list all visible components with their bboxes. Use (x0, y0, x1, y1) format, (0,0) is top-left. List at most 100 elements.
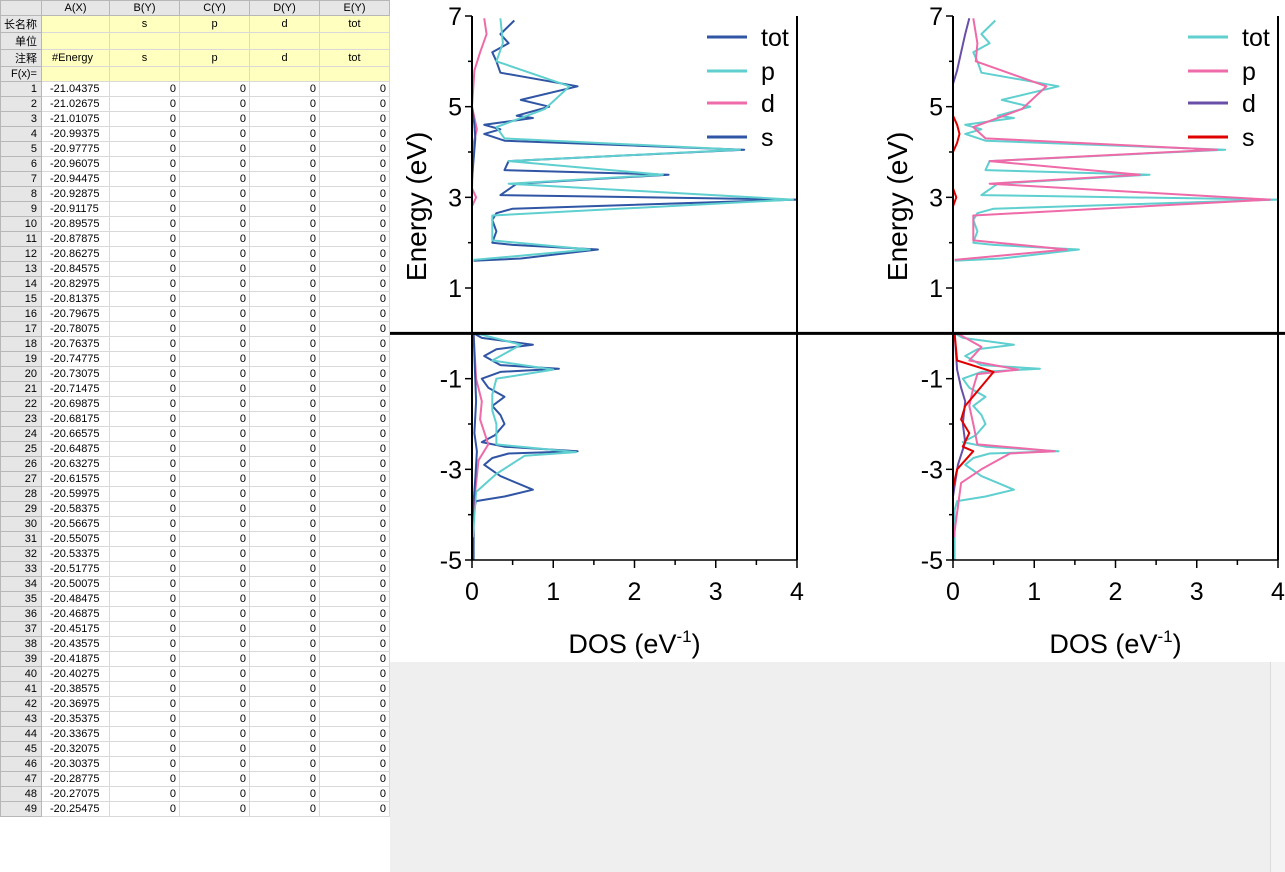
data-cell[interactable]: -20.89575 (41, 216, 110, 232)
data-cell[interactable]: 0 (179, 201, 250, 217)
data-cell[interactable]: 0 (109, 666, 180, 682)
row-header[interactable]: 13 (0, 261, 42, 277)
data-cell[interactable]: 0 (319, 291, 390, 307)
data-cell[interactable]: 0 (319, 696, 390, 712)
data-cell[interactable]: -20.28775 (41, 771, 110, 787)
row-header[interactable]: 47 (0, 771, 42, 787)
data-cell[interactable]: 0 (179, 696, 250, 712)
row-header[interactable]: 32 (0, 546, 42, 562)
data-cell[interactable]: 0 (249, 366, 320, 382)
data-cell[interactable]: 0 (249, 651, 320, 667)
meta-cell[interactable] (179, 66, 250, 82)
data-cell[interactable]: 0 (249, 111, 320, 127)
data-cell[interactable]: 0 (179, 336, 250, 352)
meta-cell[interactable] (179, 32, 250, 50)
data-cell[interactable]: 0 (109, 336, 180, 352)
data-cell[interactable]: -20.48475 (41, 591, 110, 607)
row-header[interactable]: 46 (0, 756, 42, 772)
row-header[interactable]: 19 (0, 351, 42, 367)
data-cell[interactable]: -20.35375 (41, 711, 110, 727)
row-header[interactable]: 24 (0, 426, 42, 442)
row-header[interactable]: 49 (0, 801, 42, 817)
data-cell[interactable]: 0 (109, 126, 180, 142)
row-header[interactable]: 1 (0, 81, 42, 97)
data-cell[interactable]: 0 (319, 171, 390, 187)
row-header[interactable]: 6 (0, 156, 42, 172)
data-cell[interactable]: 0 (319, 681, 390, 697)
data-cell[interactable]: 0 (319, 366, 390, 382)
data-cell[interactable]: -20.41875 (41, 651, 110, 667)
row-header[interactable]: 45 (0, 741, 42, 757)
data-cell[interactable]: 0 (319, 396, 390, 412)
meta-row-label[interactable]: 单位 (0, 32, 42, 50)
data-cell[interactable]: 0 (179, 291, 250, 307)
row-header[interactable]: 14 (0, 276, 42, 292)
data-cell[interactable]: 0 (249, 486, 320, 502)
row-header[interactable]: 18 (0, 336, 42, 352)
data-cell[interactable]: 0 (319, 726, 390, 742)
data-cell[interactable]: -20.82975 (41, 276, 110, 292)
data-cell[interactable]: 0 (319, 651, 390, 667)
data-cell[interactable]: -20.91175 (41, 201, 110, 217)
row-header[interactable]: 4 (0, 126, 42, 142)
row-header[interactable]: 17 (0, 321, 42, 337)
data-cell[interactable]: 0 (179, 786, 250, 802)
data-cell[interactable]: 0 (249, 621, 320, 637)
data-cell[interactable]: 0 (179, 246, 250, 262)
data-cell[interactable]: -20.32075 (41, 741, 110, 757)
data-cell[interactable]: 0 (249, 666, 320, 682)
data-cell[interactable]: 0 (249, 141, 320, 157)
corner-cell[interactable] (0, 0, 42, 16)
column-header[interactable]: B(Y) (109, 0, 180, 16)
data-cell[interactable]: -20.40275 (41, 666, 110, 682)
data-cell[interactable]: 0 (319, 576, 390, 592)
data-cell[interactable]: 0 (179, 801, 250, 817)
data-cell[interactable]: 0 (319, 516, 390, 532)
data-cell[interactable]: 0 (109, 471, 180, 487)
row-header[interactable]: 48 (0, 786, 42, 802)
data-cell[interactable]: 0 (319, 786, 390, 802)
data-cell[interactable]: 0 (179, 621, 250, 637)
row-header[interactable]: 22 (0, 396, 42, 412)
data-cell[interactable]: 0 (109, 591, 180, 607)
data-cell[interactable]: 0 (109, 96, 180, 112)
data-cell[interactable]: -20.25475 (41, 801, 110, 817)
meta-cell[interactable] (41, 32, 110, 50)
data-cell[interactable]: 0 (249, 786, 320, 802)
data-cell[interactable]: 0 (249, 171, 320, 187)
data-cell[interactable]: 0 (109, 456, 180, 472)
meta-row-label[interactable]: F(x)= (0, 66, 42, 82)
row-header[interactable]: 34 (0, 576, 42, 592)
data-cell[interactable]: 0 (109, 396, 180, 412)
data-cell[interactable]: -20.66575 (41, 426, 110, 442)
data-cell[interactable]: -20.64875 (41, 441, 110, 457)
data-cell[interactable]: 0 (319, 486, 390, 502)
data-cell[interactable]: 0 (249, 441, 320, 457)
data-cell[interactable]: 0 (249, 96, 320, 112)
data-cell[interactable]: 0 (249, 606, 320, 622)
data-cell[interactable]: 0 (109, 621, 180, 637)
data-cell[interactable]: 0 (179, 711, 250, 727)
data-cell[interactable]: 0 (249, 771, 320, 787)
meta-cell[interactable] (41, 15, 110, 33)
data-cell[interactable]: 0 (249, 126, 320, 142)
data-cell[interactable]: 0 (319, 711, 390, 727)
meta-cell[interactable]: s (109, 15, 180, 33)
dos-chart-right[interactable]: -5 -3 -1 1 3 5 7 0 1 2 3 4 DOS (eV-1) Energy (eV) tot p… (882, 3, 1285, 659)
data-cell[interactable]: 0 (109, 156, 180, 172)
meta-cell[interactable]: d (249, 15, 320, 33)
row-header[interactable]: 31 (0, 531, 42, 547)
meta-cell[interactable] (319, 66, 390, 82)
data-cell[interactable]: 0 (109, 561, 180, 577)
data-cell[interactable]: -21.01075 (41, 111, 110, 127)
data-cell[interactable]: 0 (109, 501, 180, 517)
row-header[interactable]: 36 (0, 606, 42, 622)
data-cell[interactable]: 0 (179, 726, 250, 742)
data-cell[interactable]: 0 (319, 606, 390, 622)
data-cell[interactable]: 0 (249, 741, 320, 757)
data-cell[interactable]: 0 (179, 666, 250, 682)
data-cell[interactable]: 0 (109, 636, 180, 652)
data-cell[interactable]: 0 (109, 321, 180, 337)
worksheet[interactable]: A(X) B(Y) C(Y) D(Y) E(Y) 长名称 s p d tot 单位 注释 #Energy… (0, 0, 390, 872)
data-cell[interactable]: 0 (109, 681, 180, 697)
